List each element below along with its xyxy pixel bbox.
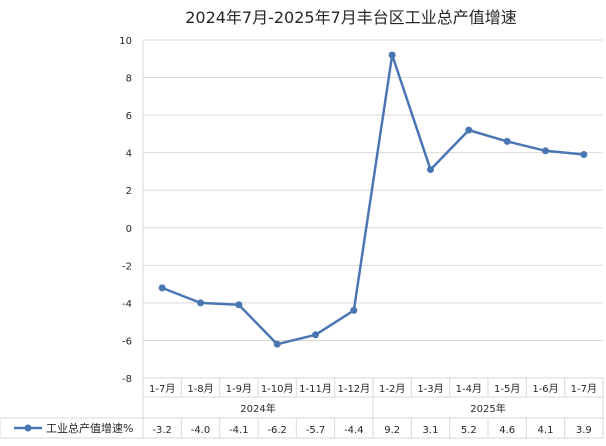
data-point <box>465 126 473 134</box>
table-value-cell: 4.6 <box>499 425 515 436</box>
data-table: 2024年 2025年 1-7月 -3.2 1-8月 -4.0 1-9月 -4.1 1-10月 -… <box>0 40 604 439</box>
x-tick-label: 1-7月 <box>149 383 175 395</box>
y-tick-label: 4 <box>126 149 132 160</box>
table-value-cell: -3.2 <box>152 425 172 436</box>
x-tick-label: 1-11月 <box>299 383 332 395</box>
data-point <box>235 301 243 309</box>
table-value-cell: -4.0 <box>191 425 211 436</box>
group-label: 2025年 <box>470 402 505 415</box>
chart-title: 2024年7月-2025年7月丰台区工业总产值增速 <box>185 8 517 27</box>
grid-layer <box>143 39 603 379</box>
y-axis: 10 8 6 4 2 0 -2 -4 -6 -8 <box>119 36 132 385</box>
x-tick-label: 1-5月 <box>494 383 520 395</box>
table-value-cell: 9.2 <box>384 425 400 436</box>
x-tick-label: 1-6月 <box>532 383 558 395</box>
x-tick-label: 1-12月 <box>337 383 370 395</box>
x-tick-label: 1-10月 <box>261 383 294 395</box>
data-point <box>542 147 549 155</box>
data-point <box>158 284 166 292</box>
series-layer <box>158 51 588 348</box>
table-value-cell: -5.7 <box>306 425 326 436</box>
table-value-cell: -6.2 <box>267 425 287 436</box>
y-tick-label: 8 <box>126 74 132 85</box>
table-value-cell: 4.1 <box>538 425 554 436</box>
table-value-cell: 3.1 <box>423 425 439 436</box>
data-point <box>427 166 434 174</box>
legend-label: 工业总产值增速% <box>46 421 133 435</box>
data-point <box>273 340 281 348</box>
data-point <box>388 51 396 59</box>
y-tick-label: -2 <box>122 261 132 272</box>
legend-marker <box>24 424 32 432</box>
x-tick-label: 1-4月 <box>456 383 482 395</box>
data-point <box>197 299 204 307</box>
data-point <box>503 137 511 145</box>
y-tick-label: 10 <box>119 36 132 47</box>
x-tick-label: 1-8月 <box>187 383 213 395</box>
data-point <box>312 331 319 339</box>
y-tick-label: -8 <box>122 374 132 385</box>
table-value-cell: -4.1 <box>229 425 249 436</box>
x-tick-label: 1-9月 <box>226 383 252 395</box>
table-value-cell: 3.9 <box>576 425 592 436</box>
y-tick-label: 6 <box>126 111 132 122</box>
group-label: 2024年 <box>240 402 275 415</box>
series-line <box>160 53 586 346</box>
data-point <box>580 151 588 159</box>
y-tick-label: 2 <box>126 186 132 197</box>
y-tick-label: 0 <box>126 224 132 235</box>
table-value-cell: 5.2 <box>461 425 477 436</box>
y-tick-label: -6 <box>122 336 132 347</box>
y-tick-label: -4 <box>122 299 132 310</box>
x-tick-label: 1-7月 <box>571 383 597 395</box>
x-tick-label: 1-2月 <box>379 383 405 395</box>
data-point <box>350 306 358 314</box>
table-value-cell: -4.4 <box>344 425 364 436</box>
x-tick-label: 1-3月 <box>417 383 443 395</box>
